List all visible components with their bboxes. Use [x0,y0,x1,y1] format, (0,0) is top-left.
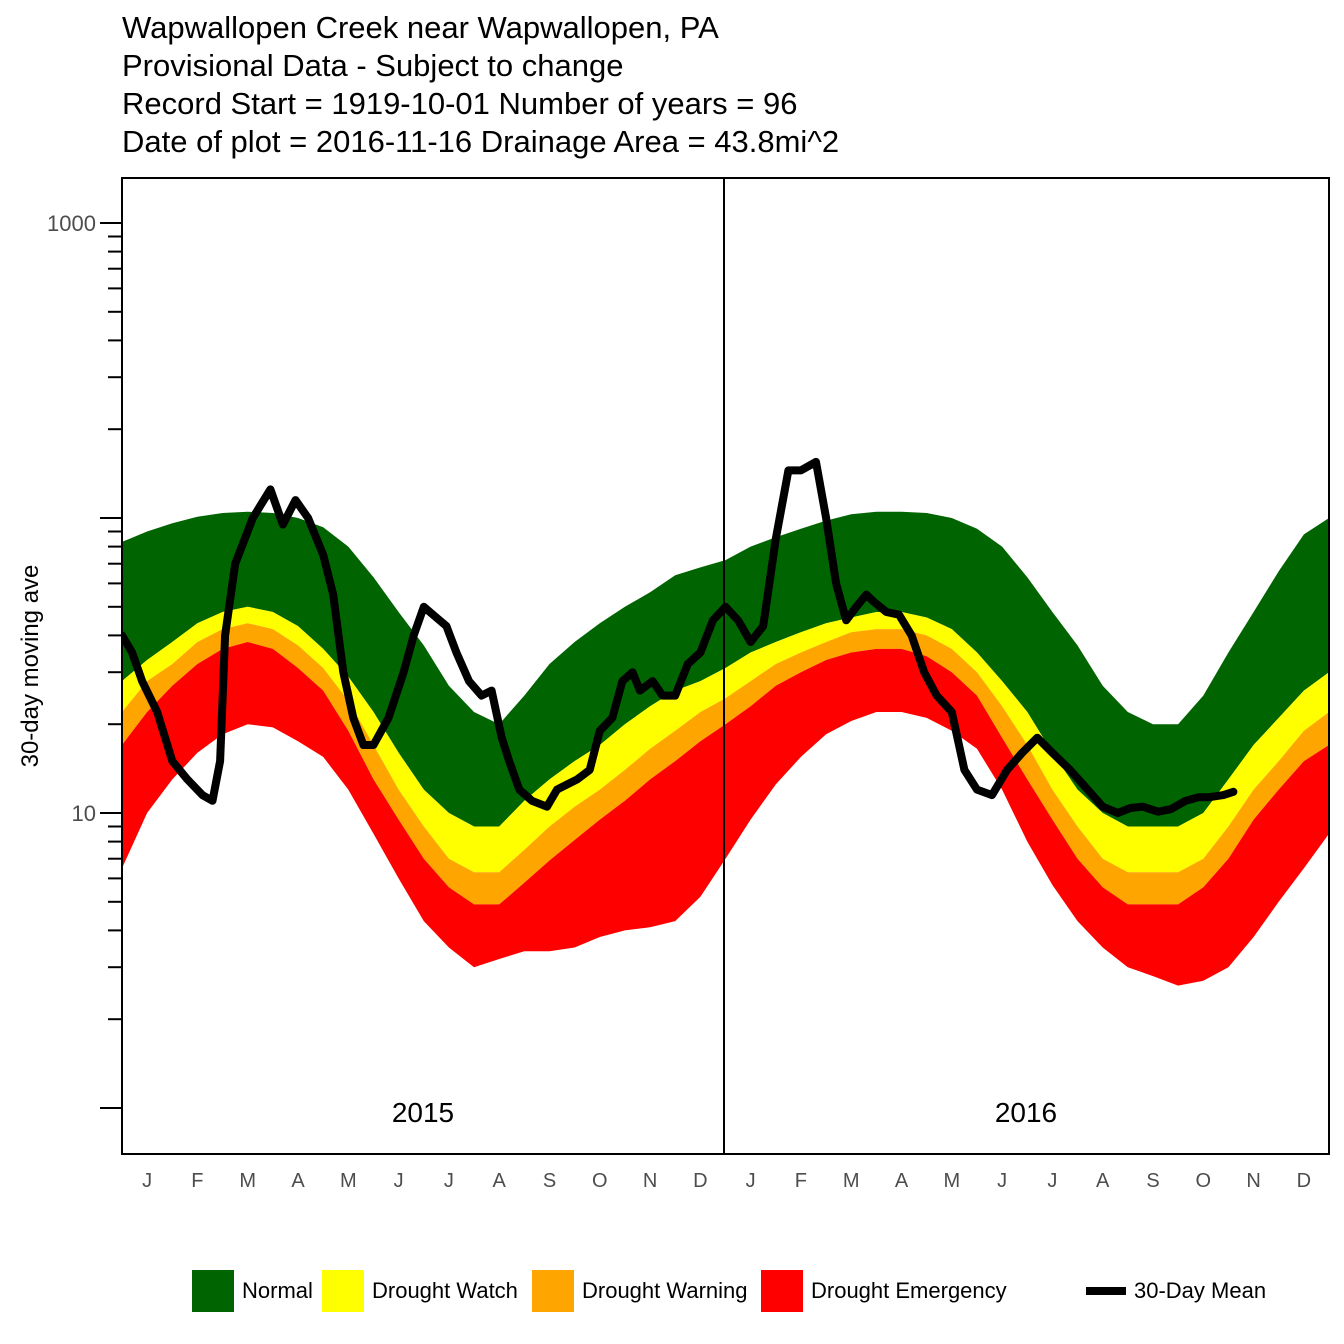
x-month-label: A [895,1170,909,1192]
x-month-label: J [1047,1170,1057,1192]
x-month-label: S [543,1170,556,1192]
mean-swatch [1086,1287,1126,1295]
x-month-label: D [693,1170,707,1192]
x-month-label: A [493,1170,507,1192]
x-month-label: M [843,1170,860,1192]
chart-title-line-3: Record Start = 1919-10-01 Number of year… [122,86,798,121]
x-month-label: M [239,1170,256,1192]
x-month-label: A [1096,1170,1110,1192]
drought-watch-band [122,606,1329,873]
x-month-label: A [291,1170,305,1192]
x-month-label: N [643,1170,657,1192]
x-month-label: J [444,1170,454,1192]
y-axis-title: 30-day moving ave [17,565,44,768]
panel-label-2015: 2015 [392,1097,454,1128]
x-month-label: M [340,1170,357,1192]
drought-bands [122,511,1329,986]
emergency-label: Drought Emergency [811,1278,1007,1303]
panel-label-2016: 2016 [995,1097,1057,1128]
x-month-label: J [394,1170,404,1192]
warning-swatch [532,1270,574,1312]
watch-swatch [322,1270,364,1312]
drought-warning-band [122,623,1329,905]
normal-label: Normal [242,1278,313,1303]
normal-band [122,511,1329,827]
x-month-label: M [943,1170,960,1192]
watch-label: Drought Watch [372,1278,518,1303]
x-month-label: J [997,1170,1007,1192]
y-axis: 1000 10 [47,211,122,1109]
mean-series-line [122,457,1238,817]
x-month-label: J [142,1170,152,1192]
drought-emergency-band [122,642,1329,986]
x-month-label: D [1297,1170,1311,1192]
x-month-label: O [592,1170,608,1192]
legend-item-mean: 30-Day Mean [1086,1270,1266,1312]
emergency-swatch [761,1270,803,1312]
plot-border [121,177,1330,1155]
mean-label: 30-Day Mean [1134,1278,1267,1303]
legend-item-watch: Drought Watch [322,1270,518,1312]
x-month-label: N [1246,1170,1260,1192]
drought-chart: 1000 10 J F M A M J J A S O N D J F M A M J J A S O N D 2015 201… [17,177,1330,1192]
x-month-label: F [795,1170,807,1192]
chart-title-line-1: Wapwallopen Creek near Wapwallopen, PA [122,10,719,45]
x-month-label: F [191,1170,203,1192]
normal-swatch [192,1270,234,1312]
legend-item-emergency: Drought Emergency [761,1270,1007,1312]
x-month-label: O [1196,1170,1212,1192]
x-month-label: J [746,1170,756,1192]
mean-series-group [122,457,1238,817]
warning-label: Drought Warning [582,1278,748,1303]
legend-item-normal: Normal [192,1270,313,1312]
y-tick-label: 10 [72,801,96,826]
legend-item-warning: Drought Warning [532,1270,747,1312]
chart-title-line-4: Date of plot = 2016-11-16 Drainage Area … [122,124,840,159]
chart-title-line-2: Provisional Data - Subject to change [122,48,624,83]
y-tick-label: 1000 [47,211,96,236]
x-month-label: S [1146,1170,1159,1192]
